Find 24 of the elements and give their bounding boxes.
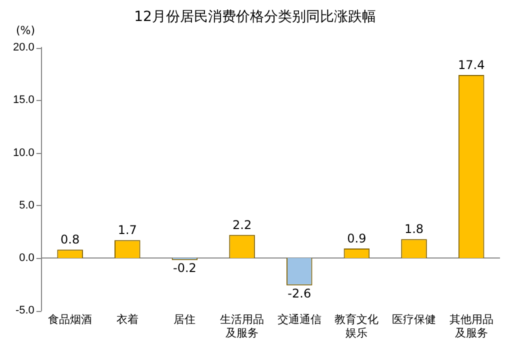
data-label: 1.8 xyxy=(404,222,424,236)
x-tick-label: 医疗保健 xyxy=(392,313,436,326)
data-label: 1.7 xyxy=(118,223,137,238)
data-label: -0.2 xyxy=(173,261,196,276)
data-label: 0.9 xyxy=(347,232,366,246)
chart-title: 12月份居民消费价格分类别同比涨跌幅 xyxy=(134,9,376,25)
x-tick-label: 交通通信 xyxy=(277,313,322,326)
y-axis-title: (%) xyxy=(16,24,36,37)
y-tick-label: 20.0 xyxy=(12,42,34,54)
x-tick-label: 教育文化娱乐 xyxy=(334,313,379,340)
x-tick-label: 其他用品及服务 xyxy=(449,313,494,340)
y-tick-label: 5.0 xyxy=(19,199,34,212)
x-tick-label: 生活用品及服务 xyxy=(220,313,264,340)
data-label: 2.2 xyxy=(232,218,252,232)
x-tick-label: 食品烟酒 xyxy=(48,313,92,326)
x-tick-label: 居住 xyxy=(174,314,196,326)
y-tick-label: 10.0 xyxy=(12,146,34,159)
data-label: -2.6 xyxy=(288,286,312,300)
y-tick-label: 0.0 xyxy=(19,252,34,264)
data-label: 17.4 xyxy=(458,58,485,72)
y-tick-label: -5.0 xyxy=(15,304,34,317)
x-tick-label: 衣着 xyxy=(116,313,138,326)
data-label: 0.8 xyxy=(60,232,80,247)
y-tick-label: 15.0 xyxy=(12,94,34,106)
